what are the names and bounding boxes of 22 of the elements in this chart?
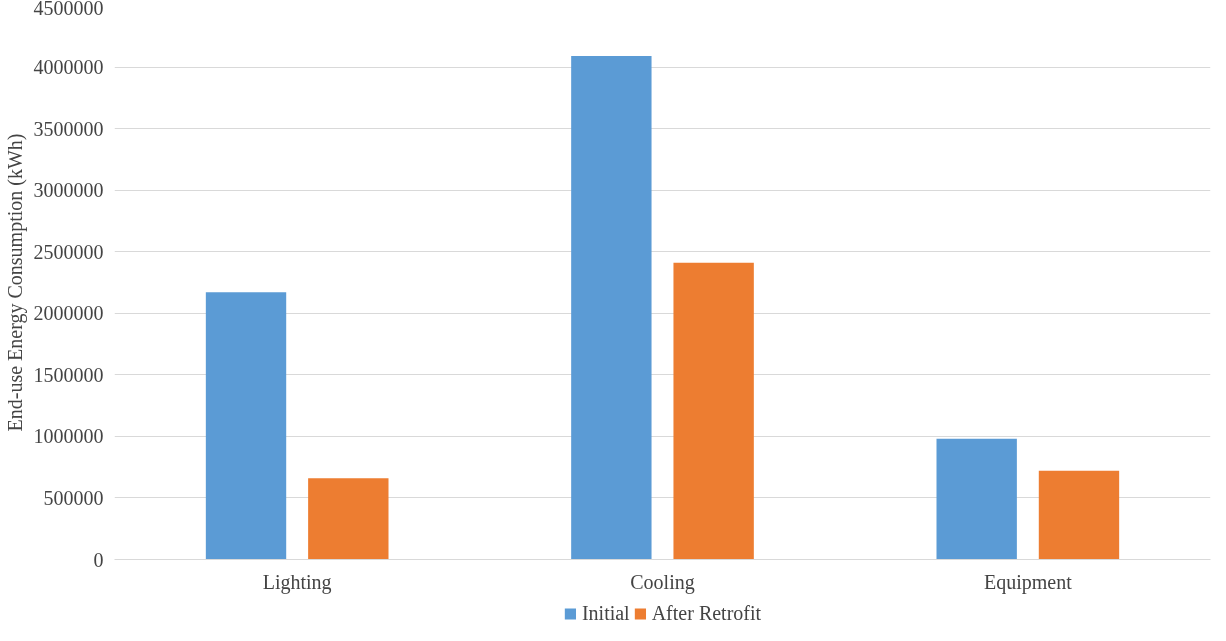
y-tick-label: 3500000 (33, 117, 104, 140)
y-tick-label: 1000000 (33, 425, 104, 448)
y-tick-label: 1500000 (33, 363, 104, 386)
bar (936, 438, 1017, 560)
y-tick-label: 500000 (43, 486, 104, 509)
y-tick-label: 2000000 (33, 302, 104, 325)
y-tick-label: 4500000 (33, 0, 104, 19)
bar (1038, 470, 1120, 560)
x-tick-label: Lighting (262, 570, 332, 594)
bar (673, 262, 754, 560)
bar (308, 478, 389, 560)
y-tick-label: 0 (93, 548, 104, 571)
y-tick-label: 3000000 (33, 179, 104, 202)
legend-label: Initial (581, 601, 630, 625)
y-tick-label: 4000000 (33, 56, 104, 79)
bar (205, 292, 287, 560)
legend-label: After Retrofit (651, 601, 762, 625)
y-tick-label: 2500000 (33, 240, 104, 263)
bar (571, 55, 652, 560)
x-tick-label: Cooling (630, 570, 695, 594)
x-tick-label: Equipment (983, 570, 1073, 594)
y-axis-title: End-use Energy Consumption (kWh) (3, 133, 27, 432)
